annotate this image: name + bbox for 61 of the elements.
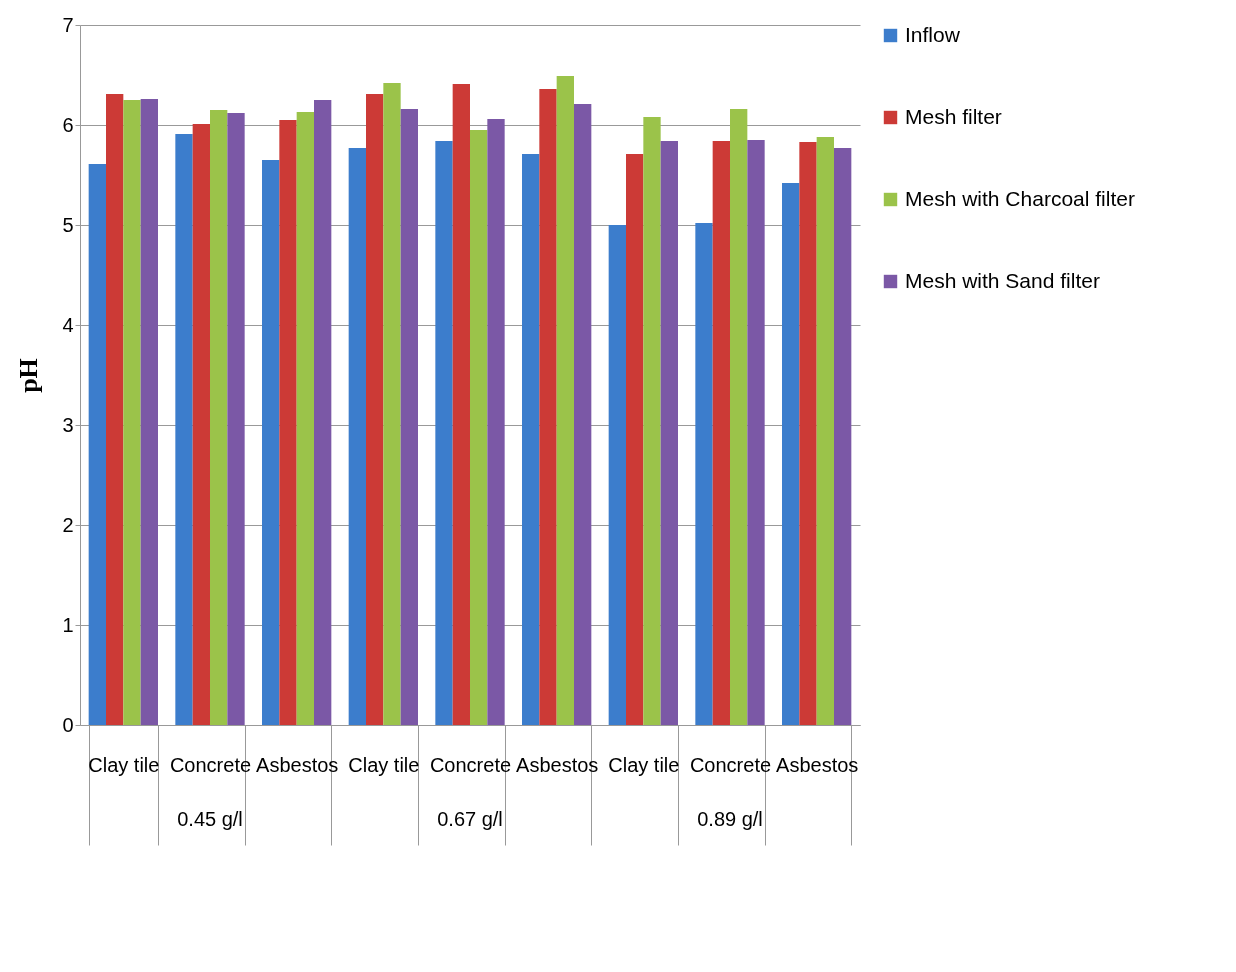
y-tick-label: 3 <box>62 413 74 436</box>
bar <box>782 183 800 725</box>
y-tick-label: 4 <box>62 313 74 336</box>
bar <box>210 110 228 725</box>
bar <box>175 134 193 725</box>
x-tick-label: Concrete <box>689 753 772 776</box>
bar <box>626 154 644 725</box>
bar <box>383 83 401 725</box>
bar <box>574 104 592 725</box>
bar <box>279 120 297 725</box>
text: 0.89 g/l <box>697 808 763 830</box>
bar <box>470 130 488 725</box>
bar <box>834 148 852 725</box>
bar <box>400 109 418 725</box>
legend-label: Mesh with Charcoal filter <box>905 186 1135 210</box>
bar <box>227 113 245 725</box>
bar <box>522 154 540 725</box>
bar <box>366 94 384 725</box>
x-tick-label: Asbestos <box>516 753 599 776</box>
bar <box>452 84 470 725</box>
x-tick-label: Concrete <box>169 753 252 776</box>
bar <box>712 141 730 725</box>
bar <box>435 141 453 725</box>
bar <box>140 99 158 725</box>
legend-label: Mesh filter <box>905 104 1002 128</box>
bar <box>192 124 210 725</box>
bar <box>106 94 124 725</box>
bar <box>660 141 678 725</box>
bar <box>487 119 505 725</box>
text: 0.45 g/l <box>177 808 243 830</box>
bar <box>88 164 106 725</box>
bar <box>747 140 765 725</box>
bar <box>799 142 817 725</box>
bar <box>816 137 834 725</box>
y-tick-label: 0 <box>62 713 74 736</box>
y-tick-label: 5 <box>62 213 74 236</box>
y-axis-title: pH <box>14 358 44 393</box>
x-tick-label: Clay tile <box>88 753 160 776</box>
bar <box>556 76 574 725</box>
y-tick-label: 7 <box>62 13 74 36</box>
bar <box>695 223 713 725</box>
bar <box>123 100 141 725</box>
y-tick-label: 6 <box>62 113 74 136</box>
bar <box>730 109 748 725</box>
bar <box>539 89 557 725</box>
x-tick-label: Clay tile <box>608 753 680 776</box>
bar <box>348 148 366 725</box>
x-tick-label: Concrete <box>429 753 512 776</box>
bar <box>314 100 332 725</box>
bar <box>643 117 661 725</box>
legend-label: Inflow <box>905 22 961 46</box>
y-tick-label: 2 <box>62 513 74 536</box>
x-tick-label: Asbestos <box>776 753 859 776</box>
x-tick-label: Clay tile <box>348 753 420 776</box>
x-tick-label: Asbestos <box>256 753 339 776</box>
bar <box>608 225 626 725</box>
bar <box>296 112 314 725</box>
legend-label: Mesh with Sand filter <box>905 268 1100 292</box>
y-tick-label: 1 <box>62 613 74 636</box>
text: 0.67 g/l <box>437 808 503 830</box>
bar <box>262 160 280 725</box>
